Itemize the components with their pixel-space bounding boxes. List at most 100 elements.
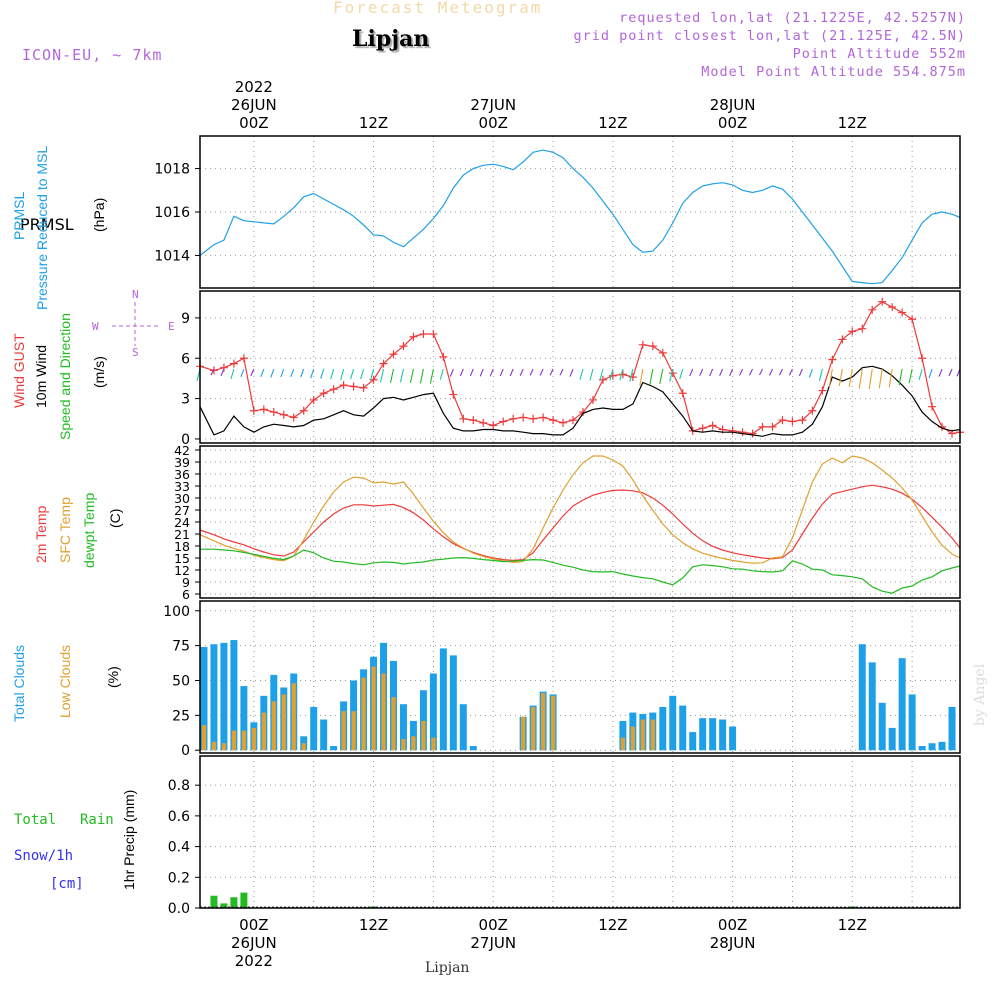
compass-w: W bbox=[92, 320, 99, 333]
gust-marker bbox=[229, 359, 238, 368]
bar-low-clouds bbox=[341, 711, 346, 751]
bar-total-rain bbox=[230, 897, 238, 908]
gust-marker bbox=[529, 414, 538, 423]
bar-total-clouds bbox=[669, 695, 677, 751]
wind-arrow bbox=[320, 368, 325, 379]
bar-total-clouds bbox=[419, 690, 427, 751]
gust-marker bbox=[349, 382, 358, 391]
pressure-frame bbox=[199, 135, 961, 289]
time-label-top: 00Z bbox=[479, 114, 508, 132]
temperature-frame bbox=[199, 445, 961, 599]
wind-arrow bbox=[230, 368, 235, 380]
footer-station: Lipjan bbox=[425, 960, 469, 976]
gust-marker bbox=[259, 405, 268, 414]
bar-total-clouds bbox=[709, 718, 717, 751]
gust-marker bbox=[299, 406, 308, 415]
bar-total-rain bbox=[210, 895, 218, 908]
gust-marker bbox=[519, 413, 528, 422]
bar-total-clouds bbox=[469, 746, 477, 751]
gust-marker bbox=[389, 350, 398, 359]
gust-marker bbox=[239, 354, 248, 363]
wind-arrow bbox=[210, 368, 215, 376]
wind-arrow bbox=[260, 368, 265, 378]
bar-low-clouds bbox=[381, 673, 386, 751]
y-tick-label: 24 bbox=[174, 515, 190, 530]
precip-total-label: Total bbox=[14, 812, 56, 828]
gust-marker bbox=[888, 303, 897, 312]
y-tick-label: 36 bbox=[174, 467, 190, 482]
wind-arrow bbox=[499, 368, 504, 377]
time-label-bottom: 12Z bbox=[598, 916, 627, 934]
gust-marker bbox=[319, 389, 328, 398]
bar-total-clouds bbox=[330, 746, 338, 751]
wind-arrow bbox=[459, 368, 464, 377]
y-tick-label: 27 bbox=[174, 503, 190, 518]
bar-low-clouds bbox=[630, 726, 635, 751]
bar-total-clouds bbox=[210, 644, 218, 751]
time-label-top: 12Z bbox=[838, 114, 867, 132]
time-label-top: 12Z bbox=[598, 114, 627, 132]
wind-arrow bbox=[559, 368, 564, 376]
y-tick-label: 0.8 bbox=[168, 778, 190, 794]
gust-marker bbox=[748, 429, 757, 438]
credit: by Angel bbox=[972, 663, 988, 726]
wind-arrow bbox=[220, 368, 225, 377]
gust-marker bbox=[798, 416, 807, 425]
y-tick-label: 15 bbox=[174, 551, 190, 566]
gust-marker bbox=[848, 327, 857, 336]
wind-arrow bbox=[878, 368, 883, 389]
y-tick-label: 9 bbox=[182, 575, 190, 590]
wind-arrow bbox=[529, 368, 534, 376]
wind-arrow bbox=[788, 368, 793, 376]
wind-arrow bbox=[439, 368, 444, 380]
gust-marker bbox=[359, 383, 368, 392]
wind-arrow bbox=[290, 368, 295, 378]
total-clouds-label: Total Clouds bbox=[11, 645, 27, 722]
y-tick-label: 100 bbox=[163, 604, 190, 620]
bar-low-clouds bbox=[271, 701, 276, 751]
wind-arrow bbox=[589, 368, 594, 381]
time-label-bottom: 00Z bbox=[239, 916, 268, 934]
prmsl-label: PRMSL bbox=[11, 192, 27, 240]
bar-low-clouds bbox=[640, 719, 645, 751]
y-tick-label: 42 bbox=[174, 443, 190, 458]
gust-marker bbox=[738, 428, 747, 437]
gust-marker bbox=[758, 422, 767, 431]
bar-total-clouds bbox=[699, 718, 707, 751]
clouds-panel: 0 25 50 75 100 bbox=[163, 600, 961, 759]
date-label-bottom: 27JUN bbox=[470, 934, 516, 952]
wind-arrow bbox=[280, 368, 285, 378]
point-altitude: Point Altitude 552m bbox=[792, 46, 966, 62]
wind-arrow bbox=[768, 368, 773, 376]
wind-arrow bbox=[749, 368, 754, 376]
temp-dewpt-label: dewpt Temp bbox=[81, 493, 97, 568]
bar-total-clouds bbox=[240, 686, 248, 751]
y-tick-label: 0.2 bbox=[168, 870, 190, 886]
bar-total-clouds bbox=[868, 662, 876, 751]
date-label-bottom: 26JUN bbox=[231, 934, 277, 952]
pressure-panel: 1014 1016 1018 bbox=[154, 135, 961, 289]
bar-low-clouds bbox=[620, 737, 625, 751]
wind-arrow bbox=[798, 368, 803, 376]
gust-marker bbox=[838, 335, 847, 344]
gust-marker bbox=[489, 421, 498, 430]
gust-marker bbox=[698, 424, 707, 433]
y-tick-label: 1014 bbox=[154, 248, 190, 264]
wind-arrow bbox=[848, 368, 853, 387]
wind-arrow bbox=[868, 368, 873, 390]
bar-total-clouds bbox=[409, 720, 417, 751]
bar-low-clouds bbox=[231, 730, 237, 751]
wind-arrow bbox=[778, 368, 783, 376]
bar-low-clouds bbox=[521, 716, 526, 751]
bar-total-clouds bbox=[429, 673, 437, 751]
gust-marker bbox=[708, 421, 717, 430]
wind-arrow bbox=[679, 368, 684, 380]
time-label-top: 12Z bbox=[359, 114, 388, 132]
bar-total-clouds bbox=[449, 655, 457, 751]
wind-arrow bbox=[828, 368, 833, 387]
bar-total-clouds bbox=[928, 743, 936, 751]
gust-marker bbox=[628, 373, 637, 382]
wind-arrow bbox=[270, 368, 275, 378]
gust-marker bbox=[459, 414, 468, 423]
